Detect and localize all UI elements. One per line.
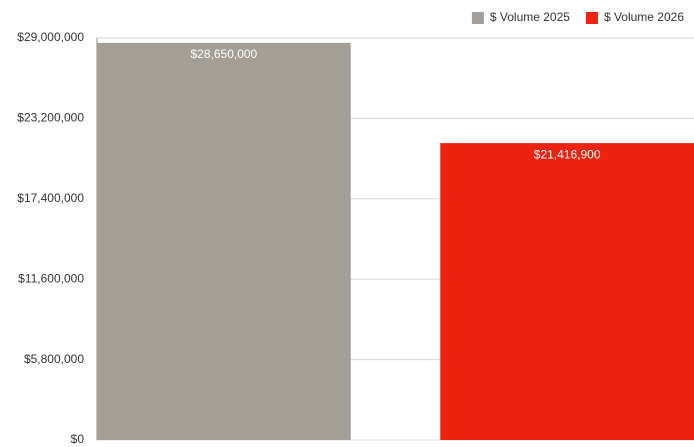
- legend-swatch: [585, 12, 598, 24]
- value-label: $28,650,000: [190, 47, 257, 61]
- bar: [440, 143, 694, 440]
- y-tick-label: $11,600,000: [18, 271, 84, 285]
- value-label: $21,416,900: [534, 147, 601, 161]
- legend-label: $ Volume 2026: [604, 10, 684, 24]
- y-tick-label: $17,400,000: [17, 191, 84, 205]
- y-tick-label: $0: [71, 432, 85, 446]
- legend-swatch: [471, 12, 484, 24]
- y-tick-label: $5,800,000: [24, 352, 84, 366]
- bar: [97, 42, 351, 441]
- y-tick-label: $29,000,000: [17, 30, 84, 44]
- y-tick-label: $23,200,000: [17, 111, 84, 125]
- legend-label: $ Volume 2025: [490, 10, 570, 24]
